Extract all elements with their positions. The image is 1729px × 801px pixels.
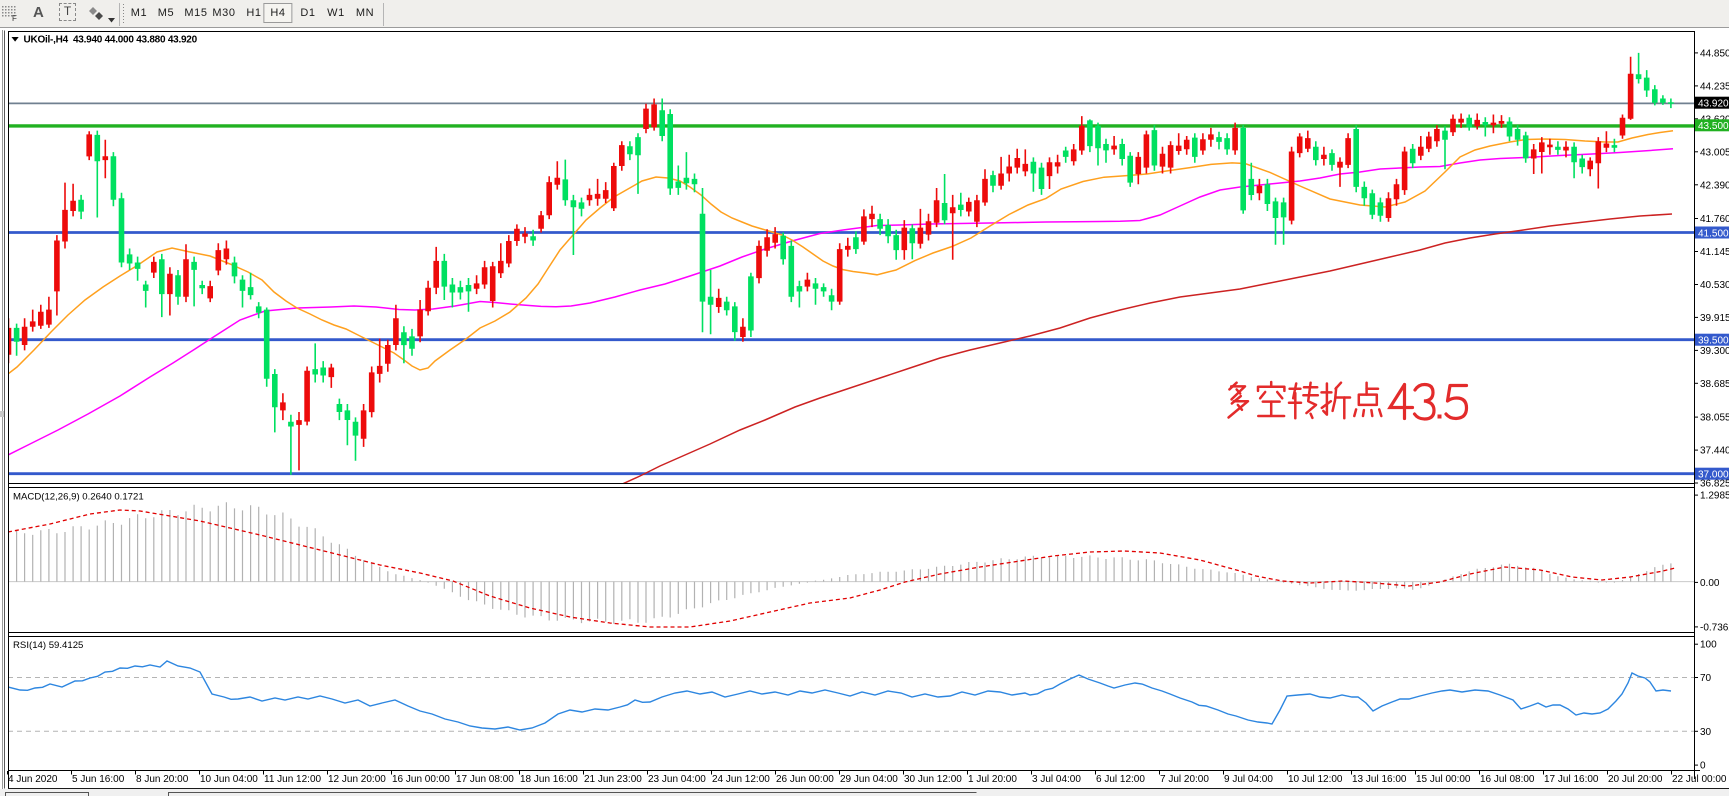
svg-text:39.915: 39.915 <box>1700 313 1729 324</box>
svg-text:38.055: 38.055 <box>1700 413 1729 424</box>
svg-text:29 Jun 04:00: 29 Jun 04:00 <box>840 774 898 785</box>
svg-text:30 Jun 12:00: 30 Jun 12:00 <box>904 774 962 785</box>
svg-text:15 Jul 00:00: 15 Jul 00:00 <box>1416 774 1471 785</box>
svg-text:8 Jun 20:00: 8 Jun 20:00 <box>136 774 189 785</box>
svg-text:100: 100 <box>1700 640 1717 651</box>
svg-text:UKOil-,H4 43.940 44.000 43.88: UKOil-,H4 43.940 44.000 43.880 43.920 <box>24 35 198 46</box>
svg-text:17 Jun 08:00: 17 Jun 08:00 <box>456 774 514 785</box>
svg-text:6 Jul 12:00: 6 Jul 12:00 <box>1096 774 1145 785</box>
svg-text:22 Jul 00:00: 22 Jul 00:00 <box>1672 774 1727 785</box>
svg-text:4 Jun 2020: 4 Jun 2020 <box>8 774 58 785</box>
svg-text:38.685: 38.685 <box>1700 379 1729 390</box>
svg-text:0.00: 0.00 <box>1700 578 1720 589</box>
svg-text:30: 30 <box>1700 727 1712 738</box>
svg-text:16 Jul 08:00: 16 Jul 08:00 <box>1480 774 1535 785</box>
svg-text:41.760: 41.760 <box>1700 214 1729 225</box>
svg-text:20 Jul 20:00: 20 Jul 20:00 <box>1608 774 1663 785</box>
svg-text:43.005: 43.005 <box>1700 147 1729 158</box>
svg-text:37.440: 37.440 <box>1700 446 1729 457</box>
svg-text:41.145: 41.145 <box>1700 247 1729 258</box>
svg-text:13 Jul 16:00: 13 Jul 16:00 <box>1352 774 1407 785</box>
svg-text:41.500: 41.500 <box>1698 228 1729 239</box>
svg-text:11 Jun 12:00: 11 Jun 12:00 <box>264 774 322 785</box>
svg-text:RSI(14) 59.4125: RSI(14) 59.4125 <box>13 640 83 651</box>
svg-text:9 Jul 04:00: 9 Jul 04:00 <box>1224 774 1273 785</box>
svg-text:1 Jul 20:00: 1 Jul 20:00 <box>968 774 1017 785</box>
svg-text:43.920: 43.920 <box>1698 99 1729 110</box>
svg-text:70: 70 <box>1700 673 1712 684</box>
svg-text:1.2985: 1.2985 <box>1700 491 1729 502</box>
svg-text:39.500: 39.500 <box>1698 336 1729 347</box>
svg-text:5 Jun 16:00: 5 Jun 16:00 <box>72 774 125 785</box>
svg-text:MACD(12,26,9) 0.2640 0.1721: MACD(12,26,9) 0.2640 0.1721 <box>13 492 144 503</box>
svg-text:17 Jul 16:00: 17 Jul 16:00 <box>1544 774 1599 785</box>
svg-text:36.825: 36.825 <box>1700 479 1729 490</box>
svg-text:42.390: 42.390 <box>1700 180 1729 191</box>
svg-text:18 Jun 16:00: 18 Jun 16:00 <box>520 774 578 785</box>
svg-text:23 Jun 04:00: 23 Jun 04:00 <box>648 774 706 785</box>
svg-text:16 Jun 00:00: 16 Jun 00:00 <box>392 774 450 785</box>
svg-text:-0.7362: -0.7362 <box>1700 622 1729 633</box>
svg-text:37.000: 37.000 <box>1698 470 1729 481</box>
svg-text:7 Jul 20:00: 7 Jul 20:00 <box>1160 774 1209 785</box>
svg-text:44.235: 44.235 <box>1700 81 1729 92</box>
svg-text:12 Jun 20:00: 12 Jun 20:00 <box>328 774 386 785</box>
svg-text:26 Jun 00:00: 26 Jun 00:00 <box>776 774 834 785</box>
svg-text:10 Jul 12:00: 10 Jul 12:00 <box>1288 774 1343 785</box>
svg-text:43.500: 43.500 <box>1698 121 1729 132</box>
svg-text:0: 0 <box>1700 761 1706 772</box>
svg-text:24 Jun 12:00: 24 Jun 12:00 <box>712 774 770 785</box>
svg-text:40.530: 40.530 <box>1700 280 1729 291</box>
svg-text:10 Jun 04:00: 10 Jun 04:00 <box>200 774 258 785</box>
svg-text:21 Jun 23:00: 21 Jun 23:00 <box>584 774 642 785</box>
svg-text:3 Jul 04:00: 3 Jul 04:00 <box>1032 774 1081 785</box>
svg-text:F: F <box>12 14 17 22</box>
svg-text:44.850: 44.850 <box>1700 48 1729 59</box>
svg-text:39.300: 39.300 <box>1700 346 1729 357</box>
